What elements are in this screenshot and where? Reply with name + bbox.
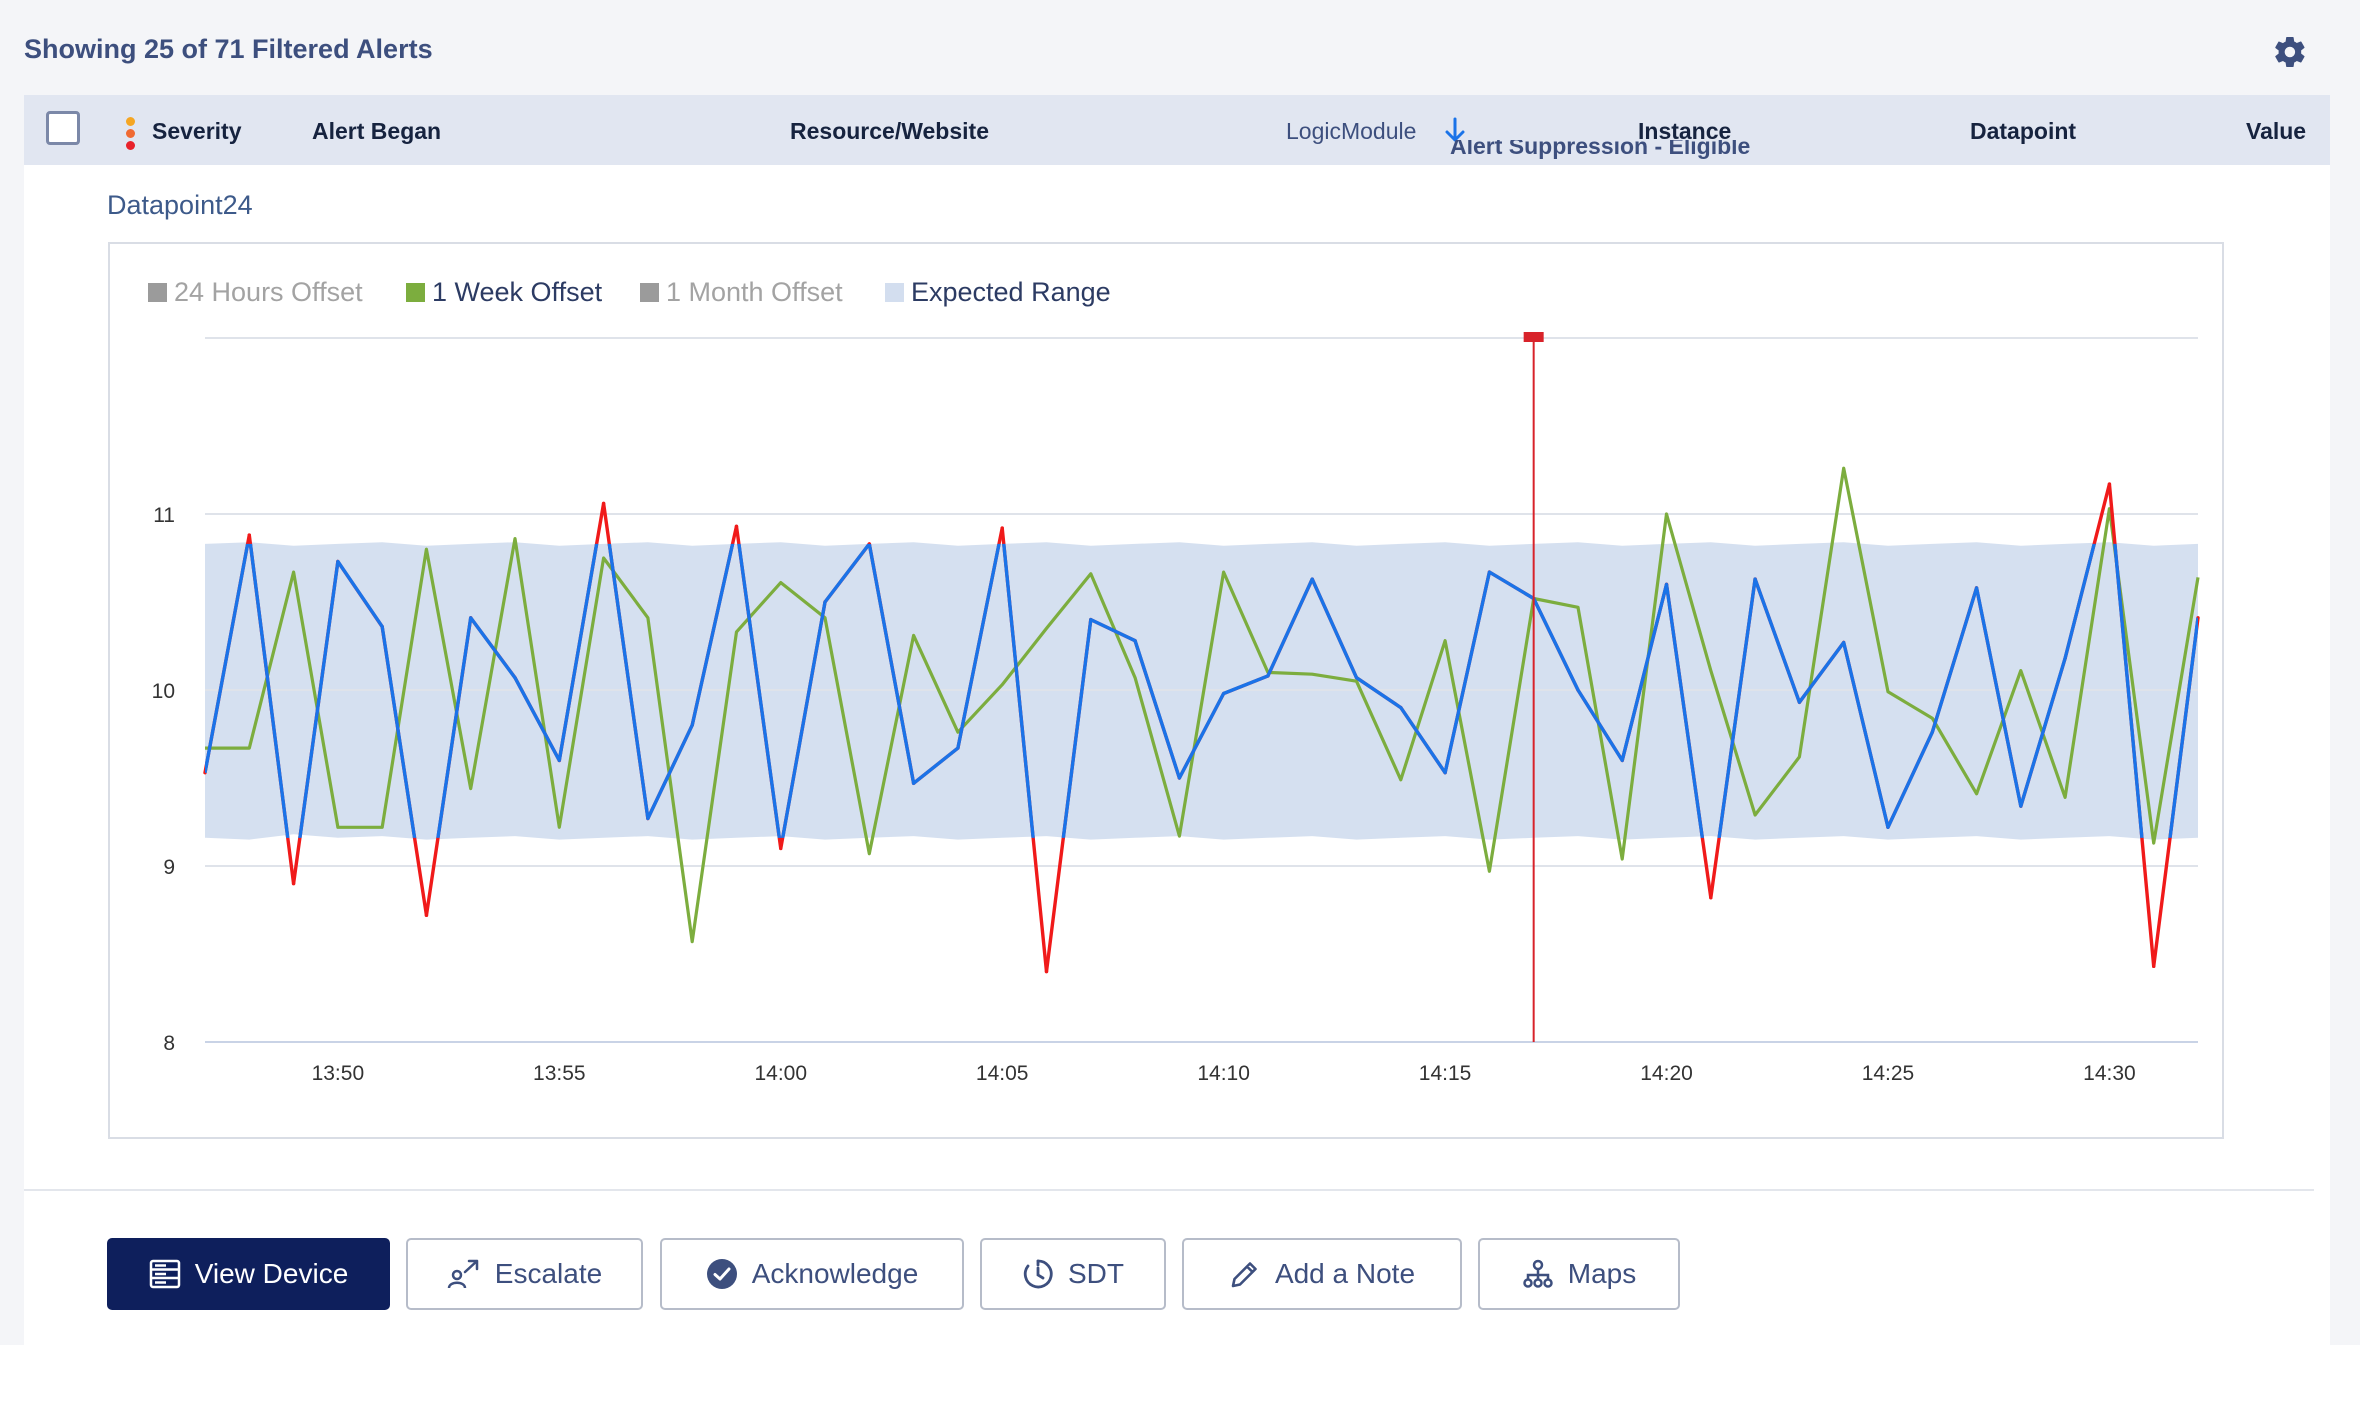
column-header-alert-began[interactable]: Alert Began bbox=[312, 118, 442, 144]
acknowledge-label: Acknowledge bbox=[751, 1258, 919, 1289]
table-header: Severity Alert Began Resource/Website Lo… bbox=[24, 95, 2330, 165]
series-line-main bbox=[205, 543, 2198, 838]
server-icon bbox=[149, 1259, 180, 1289]
column-header-logicmodule[interactable]: LogicModule bbox=[1286, 118, 1417, 144]
legend-swatch bbox=[640, 283, 659, 302]
legend-item[interactable]: Expected Range bbox=[885, 277, 1111, 308]
view-device-label: View Device bbox=[194, 1258, 349, 1289]
legend-label: 1 Week Offset bbox=[432, 277, 603, 307]
severity-indicator-icon bbox=[126, 107, 136, 151]
maps-label: Maps bbox=[1567, 1258, 1637, 1289]
column-header-instance[interactable]: Instance bbox=[1638, 118, 1732, 144]
select-all-checkbox[interactable] bbox=[46, 111, 80, 145]
maps-button[interactable]: Maps bbox=[1478, 1238, 1680, 1310]
datapoint-chart: 8 9 10 11 13:50 13:55 14:00 14:05 14:10 14:15 14:2… bbox=[152, 332, 2200, 1085]
gear-icon[interactable] bbox=[2272, 34, 2308, 70]
x-tick-label: 14:15 bbox=[1419, 1062, 1472, 1085]
view-device-button[interactable]: View Device bbox=[107, 1238, 390, 1310]
severity-dot-warning bbox=[126, 117, 135, 126]
legend-item[interactable]: 1 Month Offset bbox=[640, 277, 843, 308]
sdt-button[interactable]: SDT bbox=[980, 1238, 1166, 1310]
legend-item[interactable]: 24 Hours Offset bbox=[148, 277, 363, 308]
add-note-label: Add a Note bbox=[1274, 1258, 1416, 1289]
column-header-resource[interactable]: Resource/Website bbox=[790, 118, 989, 144]
y-tick-label: 11 bbox=[153, 504, 175, 527]
y-tick-label: 9 bbox=[163, 856, 175, 879]
series-line-week-offset bbox=[205, 466, 2200, 944]
x-tick-label: 14:30 bbox=[2083, 1062, 2136, 1085]
severity-dot-critical bbox=[126, 141, 135, 150]
x-tick-label: 14:10 bbox=[1197, 1062, 1250, 1085]
legend-swatch bbox=[885, 283, 904, 302]
column-header-value[interactable]: Value bbox=[2246, 118, 2307, 144]
bottom-strip bbox=[0, 1345, 2360, 1415]
escalate-label: Escalate bbox=[494, 1258, 603, 1289]
partial-row-label: Alert Suppression - Eligible bbox=[1450, 140, 1751, 159]
x-tick-label: 14:25 bbox=[1862, 1062, 1915, 1085]
x-tick-label: 14:00 bbox=[754, 1062, 807, 1085]
sitemap-icon bbox=[1523, 1259, 1553, 1288]
page-title: Showing 25 of 71 Filtered Alerts bbox=[24, 34, 433, 64]
timer-icon bbox=[1023, 1259, 1053, 1289]
alerts-panel: Showing 25 of 71 Filtered Alerts Severit… bbox=[0, 0, 2360, 1345]
y-tick-label: 10 bbox=[152, 680, 175, 703]
partial-row-text: Alert Suppression - Eligible bbox=[1450, 140, 1750, 160]
legend-swatch bbox=[406, 283, 425, 302]
legend-swatch bbox=[148, 283, 167, 302]
x-tick-label: 13:55 bbox=[533, 1062, 586, 1085]
pencil-icon bbox=[1231, 1262, 1257, 1288]
acknowledge-button[interactable]: Acknowledge bbox=[660, 1238, 964, 1310]
legend-label: 24 Hours Offset bbox=[174, 277, 363, 307]
column-header-severity[interactable]: Severity bbox=[152, 118, 242, 144]
x-tick-label: 13:50 bbox=[312, 1062, 365, 1085]
x-tick-label: 14:20 bbox=[1640, 1062, 1693, 1085]
datapoint-title: Datapoint24 bbox=[107, 190, 253, 220]
legend-label: Expected Range bbox=[911, 277, 1111, 307]
x-tick-label: 14:05 bbox=[976, 1062, 1029, 1085]
legend-item[interactable]: 1 Week Offset bbox=[406, 277, 602, 308]
escalate-icon bbox=[447, 1259, 479, 1289]
section-divider bbox=[24, 1189, 2314, 1191]
legend-label: 1 Month Offset bbox=[666, 277, 843, 307]
y-tick-label: 8 bbox=[163, 1032, 175, 1055]
check-circle-icon bbox=[706, 1259, 737, 1289]
severity-dot-error bbox=[126, 129, 135, 138]
alert-time-marker-flag bbox=[1523, 332, 1544, 342]
sdt-label: SDT bbox=[1068, 1258, 1124, 1289]
sort-arrow-down-icon[interactable] bbox=[1444, 117, 1466, 143]
escalate-button[interactable]: Escalate bbox=[406, 1238, 643, 1310]
column-header-datapoint[interactable]: Datapoint bbox=[1970, 118, 2077, 144]
add-note-button[interactable]: Add a Note bbox=[1182, 1238, 1462, 1310]
